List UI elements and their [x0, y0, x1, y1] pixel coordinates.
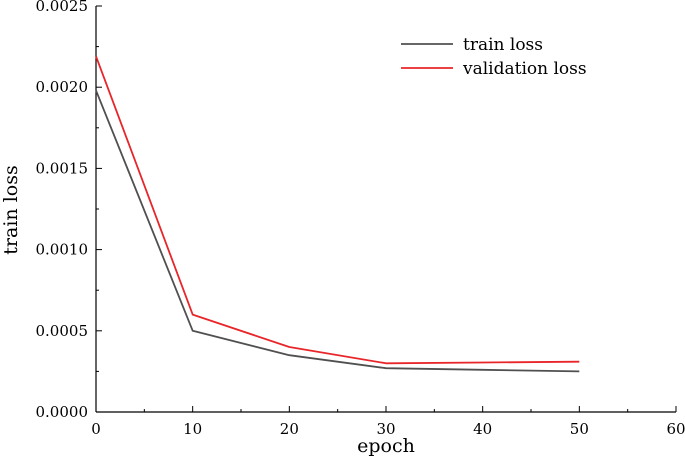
y-tick-label: 0.0005 — [36, 322, 89, 340]
y-tick-label: 0.0020 — [36, 78, 89, 96]
legend-label: validation loss — [462, 59, 587, 79]
series-layer — [95, 55, 580, 373]
legend: train loss validation loss — [401, 35, 587, 79]
x-tick-label: 50 — [570, 420, 589, 438]
y-tick-label: 0.0000 — [36, 403, 89, 421]
y-tick-label: 0.0015 — [36, 159, 89, 177]
x-tick-label: 0 — [91, 420, 101, 438]
x-tick-label: 40 — [473, 420, 492, 438]
series-line-validation-loss — [95, 55, 580, 365]
legend-label: train loss — [463, 35, 543, 55]
x-tick-label: 20 — [280, 420, 299, 438]
y-axis-title: train loss — [0, 165, 22, 254]
y-tick-label: 0.0025 — [36, 0, 89, 15]
x-axis-title: epoch — [357, 435, 415, 457]
x-tick-label: 60 — [666, 420, 685, 438]
y-tick-label: 0.0010 — [36, 241, 89, 259]
axes: 0 10 20 30 40 50 60 0.0000 0.0005 0.0010 0.0015 0.0… — [36, 0, 685, 438]
x-tick-label: 30 — [376, 420, 395, 438]
series-line-train-loss — [95, 90, 580, 373]
x-tick-label: 10 — [183, 420, 202, 438]
